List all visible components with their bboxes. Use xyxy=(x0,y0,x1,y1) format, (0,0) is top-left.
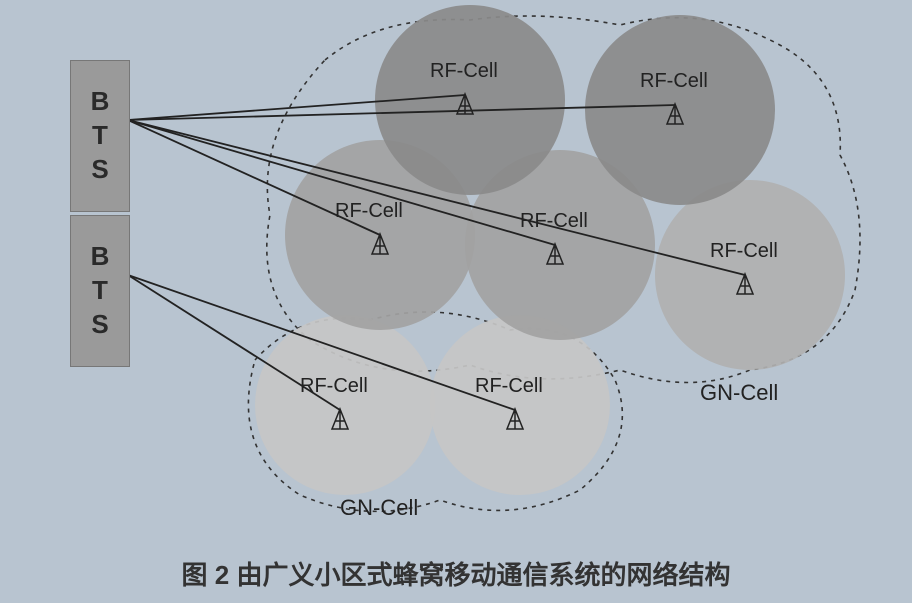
antenna-icon xyxy=(503,407,527,433)
diagram-canvas: BTSBTS GN-CellRF-CellRF-CellRF-CellRF-Ce… xyxy=(0,0,912,603)
rf-cell-label: RF-Cell xyxy=(335,200,403,223)
antenna-icon xyxy=(543,242,567,268)
antenna-icon xyxy=(368,232,392,258)
rf-cell-label: RF-Cell xyxy=(710,240,778,263)
antenna-icon xyxy=(453,92,477,118)
rf-cell-label: RF-Cell xyxy=(300,375,368,398)
bts-label-char: S xyxy=(91,153,108,187)
rf-cell-label: RF-Cell xyxy=(640,70,708,93)
rf-cell xyxy=(430,315,610,495)
bts-label-char: B xyxy=(91,85,110,119)
bts-box: BTS xyxy=(70,60,130,212)
rf-cell-label: RF-Cell xyxy=(430,60,498,83)
bts-label-char: T xyxy=(92,119,108,153)
bts-label-char: S xyxy=(91,308,108,342)
bts-box: BTS xyxy=(70,215,130,367)
bts-label-char: T xyxy=(92,274,108,308)
antenna-icon xyxy=(733,272,757,298)
bts-label-char: B xyxy=(91,240,110,274)
rf-cell-label: RF-Cell xyxy=(475,375,543,398)
antenna-icon xyxy=(328,407,352,433)
antenna-icon xyxy=(663,102,687,128)
rf-cell xyxy=(255,315,435,495)
rf-cell-label: RF-Cell xyxy=(520,210,588,233)
gn-cell-label: GN-Cell xyxy=(700,380,778,406)
figure-caption: 图 2 由广义小区式蜂窝移动通信系统的网络结构 xyxy=(0,555,912,592)
gn-cell-label: GN-Cell xyxy=(340,495,418,521)
